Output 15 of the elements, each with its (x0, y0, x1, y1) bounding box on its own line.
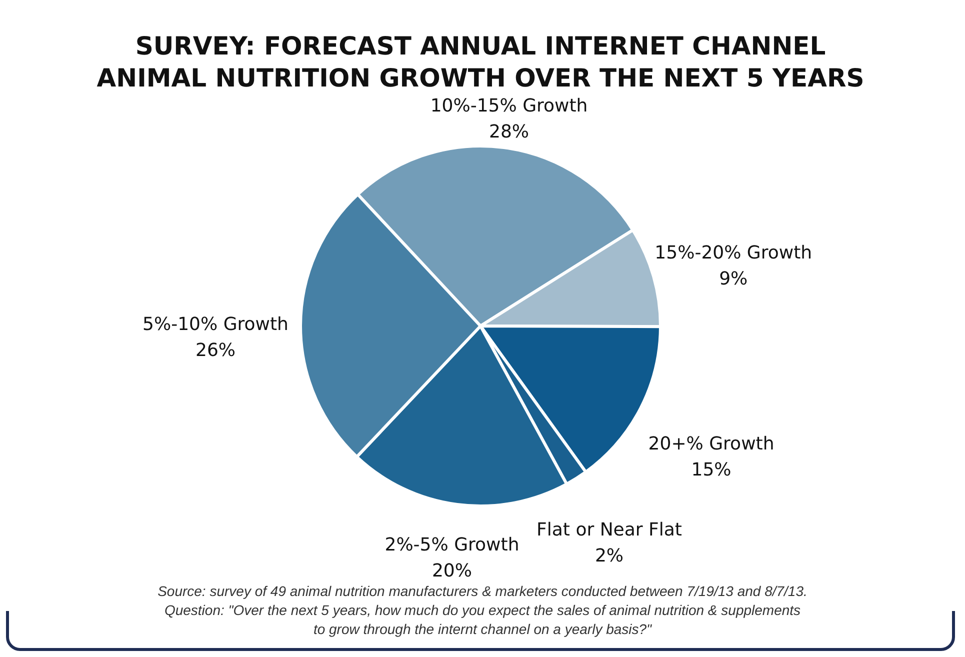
slice-label: 20+% Growth (648, 434, 774, 455)
data-label: 2% (594, 545, 624, 566)
slice-label: 15%-20% Growth (654, 242, 812, 264)
text: Question: "Over the next 5 years, how much do you expect the sales of animal nutrition & supplements to grow through the internt channel on a yearly basis?" (163, 601, 802, 639)
data-label: 20% (432, 560, 472, 582)
data-label: 15% (691, 460, 732, 481)
data-label: 9% (719, 268, 748, 290)
slice-label: 5%-10% Growth (142, 314, 288, 336)
slice-label: 10%-15% Growth (430, 95, 588, 116)
data-label: 26% (195, 340, 236, 362)
chart-title: SURVEY: FORECAST ANNUAL INTERNET CHANNEL ANIMAL NUTRITION GROWTH OVER THE NEXT 5 YEARS (96, 31, 864, 92)
slice-label: Flat or Near Flat (536, 519, 682, 540)
source-note: Source: survey of 49 animal nutrition manufacturers & marketers conducted between 7/19/13 and 8/7/13. (156, 582, 808, 601)
slice-label: 2%-5% Growth (384, 534, 520, 556)
data-label: 28% (489, 121, 530, 142)
